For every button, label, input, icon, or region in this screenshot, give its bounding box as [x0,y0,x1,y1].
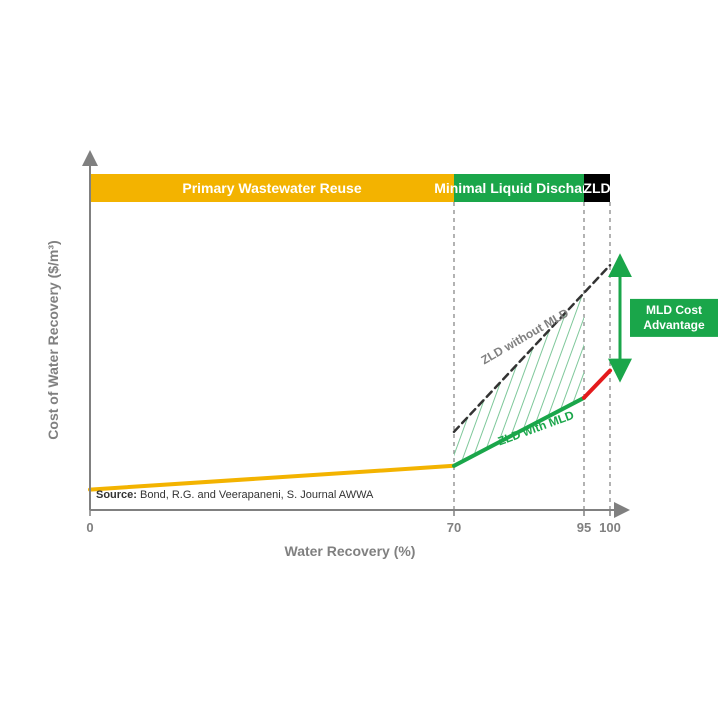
callout-label-line1: MLD Cost [646,303,702,317]
callout-label-line2: Advantage [643,318,705,332]
x-axis-label: Water Recovery (%) [285,543,416,559]
series-zld_final [584,371,610,398]
header-band-label-1: Minimal Liquid Discharge [434,180,604,196]
hatched-region [243,40,720,720]
source-citation: Source: Bond, R.G. and Veerapaneni, S. J… [96,489,374,501]
x-tick-0: 0 [86,520,93,535]
series-primary [90,466,454,490]
x-tick-70: 70 [447,520,461,535]
x-tick-95: 95 [577,520,591,535]
x-tick-100: 100 [599,520,621,535]
header-band-label-0: Primary Wastewater Reuse [182,180,361,196]
header-band-label-2: ZLD [583,180,610,196]
y-axis-label: Cost of Water Recovery ($/m³) [45,240,61,439]
chart-container: Primary Wastewater Reuse Minimal Liquid D… [0,0,720,720]
series-label-zld_with_mld: ZLD with MLD [496,408,576,449]
